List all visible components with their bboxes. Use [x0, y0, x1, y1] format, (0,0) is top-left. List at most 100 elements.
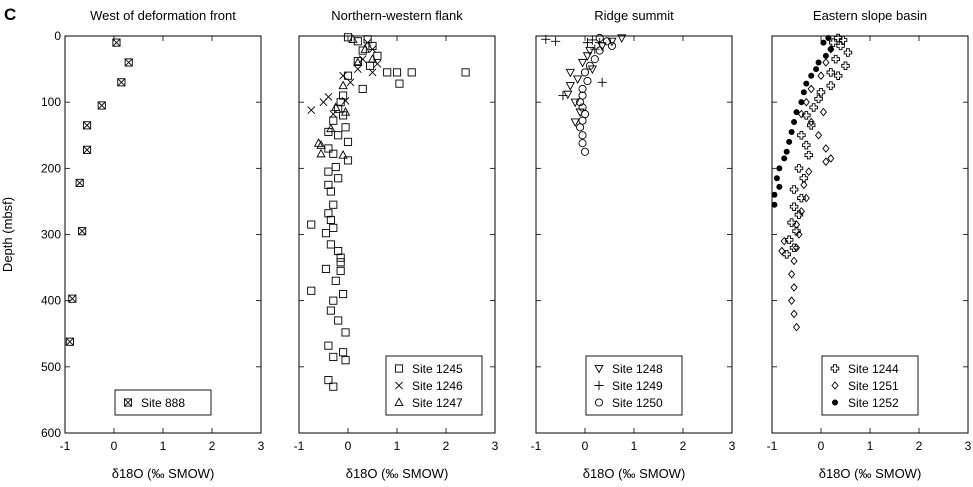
data-point: [804, 150, 813, 160]
data-point: [578, 84, 587, 93]
x-tick-label: 1: [394, 439, 401, 453]
data-point: [326, 240, 335, 249]
panel-3: Ridge summit -1 0 1 2 3 δ18O (‰ SMOW) Site 1248…: [531, 8, 736, 481]
panel-4: Eastern slope basin -1 0 1 2 3 δ18O (‰ SMOW) Si…: [767, 8, 972, 481]
y-tick-label: 500: [41, 360, 61, 374]
data-point: [778, 246, 786, 256]
data-point: [833, 71, 843, 80]
data-point: [813, 66, 820, 73]
data-point: [368, 41, 377, 50]
data-point: [82, 121, 92, 130]
x-tick-label: 3: [258, 439, 265, 453]
data-point: [597, 77, 607, 87]
data-point: [771, 191, 778, 198]
legend-marker: [395, 381, 403, 390]
data-point: [773, 175, 780, 182]
data-point: [788, 296, 796, 305]
data-point: [577, 58, 588, 68]
data-point: [805, 167, 813, 176]
x-tick-label: -1: [767, 439, 778, 453]
series: [771, 34, 834, 208]
data-point: [78, 227, 87, 236]
x-tick-label: 1: [631, 439, 638, 453]
data-point: [578, 116, 587, 125]
data-point: [582, 52, 593, 61]
data-point: [780, 236, 788, 246]
data-point: [792, 322, 801, 332]
data-point: [570, 98, 580, 108]
data-point: [826, 81, 836, 90]
legend-marker: [831, 381, 839, 390]
data-point: [788, 128, 795, 135]
data-point: [802, 140, 811, 150]
data-point: [336, 258, 345, 267]
data-point: [307, 106, 316, 115]
data-point: [814, 130, 823, 140]
data-point: [822, 58, 830, 67]
data-point: [838, 35, 848, 45]
series: [307, 38, 382, 118]
data-point: [776, 165, 783, 172]
legend-marker: [594, 380, 604, 391]
legend-label: Site 1244: [848, 362, 899, 376]
data-point: [358, 46, 367, 55]
data-point: [580, 147, 590, 156]
data-point: [565, 68, 575, 78]
data-point: [833, 33, 843, 43]
data-point: [585, 61, 594, 70]
data-point: [326, 187, 335, 196]
data-point: [321, 229, 331, 238]
data-point: [392, 68, 402, 77]
x-axis-label: δ18O (‰ SMOW): [819, 466, 922, 481]
y-tick-label: 400: [41, 294, 61, 308]
data-point: [68, 294, 77, 303]
data-point: [324, 376, 333, 385]
data-point: [353, 37, 362, 46]
data-point: [336, 266, 345, 275]
series: [65, 38, 133, 346]
data-point: [576, 98, 585, 107]
x-tick-label: -1: [294, 439, 305, 453]
data-point: [324, 180, 333, 189]
data-point: [807, 117, 815, 127]
data-point: [797, 109, 805, 119]
legend: Site 1248 Site 1249 Site 1250: [585, 355, 683, 416]
data-point: [803, 80, 810, 87]
data-point: [595, 38, 605, 48]
data-point: [814, 94, 823, 104]
data-point: [329, 116, 338, 125]
x-axis-label: δ18O (‰ SMOW): [583, 466, 686, 481]
legend: Site 1245 Site 1246 Site 1247: [385, 355, 483, 416]
legend: Site 888: [114, 389, 212, 416]
data-point: [788, 269, 796, 279]
data-point: [326, 123, 336, 133]
data-point: [334, 246, 343, 256]
data-point: [792, 220, 801, 229]
data-point: [117, 78, 126, 87]
data-point: [595, 46, 604, 55]
data-point: [595, 33, 604, 43]
y-axis-label: Depth (mbsf): [0, 197, 15, 272]
data-point: [797, 207, 805, 216]
data-point: [841, 61, 850, 71]
data-point: [578, 139, 587, 148]
data-point: [587, 35, 597, 45]
data-point: [346, 78, 355, 87]
data-point: [324, 144, 333, 153]
data-point: [822, 144, 830, 153]
x-tick-label: 1: [160, 439, 167, 453]
legend-label: Site 1247: [412, 396, 463, 410]
x-tick-label: -1: [60, 439, 71, 453]
data-point: [576, 123, 585, 132]
panel-title: West of deformation front: [90, 8, 236, 23]
data-point: [331, 162, 340, 172]
data-point: [800, 89, 807, 96]
data-point: [583, 76, 592, 86]
data-point: [789, 202, 799, 211]
legend-label: Site 1250: [612, 396, 663, 410]
data-point: [791, 119, 798, 126]
x-tick-label: 2: [209, 439, 216, 453]
data-point: [781, 155, 788, 162]
data-point: [329, 110, 338, 118]
series: [778, 44, 835, 332]
